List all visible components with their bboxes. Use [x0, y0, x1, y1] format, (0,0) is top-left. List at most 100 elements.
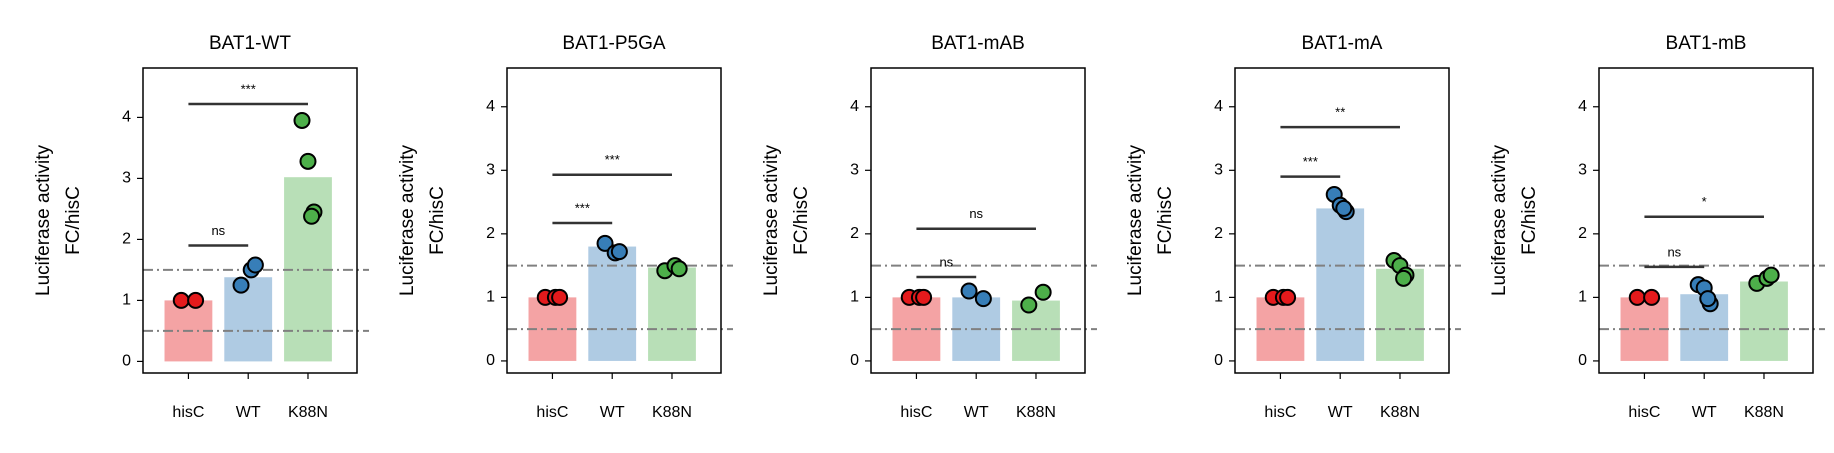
- significance-label: ns: [969, 206, 983, 221]
- y-axis-label: Luciferase activity: [761, 145, 782, 297]
- y-tick-label: 2: [122, 231, 131, 248]
- y-tick-label: 0: [122, 353, 131, 370]
- data-point: [1762, 266, 1780, 284]
- x-tick-label: WT: [600, 404, 625, 421]
- data-point: [915, 288, 933, 306]
- y-axis-label: FC/hisC: [427, 186, 448, 255]
- panel: BAT1-P5GA Luciferase activity FC/hisC 0 1 2 3 4…: [397, 33, 733, 421]
- y-tick-label: 2: [850, 225, 859, 242]
- bar: [648, 267, 696, 361]
- y-tick-label: 1: [850, 289, 859, 306]
- y-tick-label: 1: [1214, 289, 1223, 306]
- significance-label: ***: [1303, 154, 1318, 169]
- y-tick-label: 3: [486, 162, 495, 179]
- y-tick-label: 1: [122, 292, 131, 309]
- y-tick-label: 0: [1578, 352, 1587, 369]
- y-tick-label: 3: [122, 170, 131, 187]
- y-tick-label: 3: [1578, 162, 1587, 179]
- y-tick-label: 0: [486, 352, 495, 369]
- data-point: [1643, 288, 1661, 306]
- y-tick-label: 3: [850, 162, 859, 179]
- y-tick-label: 1: [1578, 289, 1587, 306]
- panel: BAT1-mAB Luciferase activity FC/hisC 0 1 2 3 4 h…: [761, 33, 1097, 421]
- y-axis-label: Luciferase activity: [1489, 145, 1510, 297]
- x-tick-label: hisC: [536, 404, 568, 421]
- panel-title: BAT1-mB: [1666, 33, 1747, 54]
- significance-label: ns: [939, 254, 953, 269]
- axes-frame: [870, 67, 1086, 374]
- x-tick-label: K88N: [1744, 404, 1784, 421]
- bar: [224, 277, 273, 362]
- significance-label: ***: [575, 200, 590, 215]
- data-point: [1628, 288, 1646, 306]
- significance-label: ns: [1667, 244, 1681, 259]
- data-point: [172, 291, 190, 309]
- x-tick-label: WT: [964, 404, 989, 421]
- y-axis-label: Luciferase activity: [1125, 145, 1146, 297]
- bar: [1316, 208, 1365, 361]
- panel: BAT1-mB Luciferase activity FC/hisC 0 1 2 3 4 hi…: [1489, 33, 1825, 421]
- data-point: [596, 234, 614, 252]
- y-axis-label: FC/hisC: [791, 186, 812, 255]
- significance-label: ns: [211, 223, 225, 238]
- y-tick-label: 1: [486, 289, 495, 306]
- bar: [1012, 300, 1060, 361]
- data-point: [1335, 199, 1353, 217]
- panel: BAT1-WT Luciferase activity FC/hisC 0 1 2 3 4 hi…: [33, 33, 369, 421]
- data-point: [551, 288, 569, 306]
- panel-title: BAT1-WT: [209, 33, 291, 54]
- y-tick-label: 4: [1578, 98, 1587, 115]
- y-axis-label: Luciferase activity: [397, 145, 418, 297]
- x-tick-label: hisC: [900, 404, 932, 421]
- data-point: [1279, 288, 1297, 306]
- panel-title: BAT1-mA: [1302, 33, 1383, 54]
- x-tick-label: hisC: [1264, 404, 1296, 421]
- y-axis-label: FC/hisC: [1155, 186, 1176, 255]
- y-tick-label: 4: [1214, 98, 1223, 115]
- x-tick-label: WT: [236, 404, 261, 421]
- y-tick-label: 4: [486, 98, 495, 115]
- data-point: [960, 282, 978, 300]
- panel-title: BAT1-mAB: [931, 33, 1025, 54]
- data-point: [1034, 283, 1052, 301]
- x-tick-label: K88N: [1016, 404, 1056, 421]
- y-tick-label: 2: [1214, 225, 1223, 242]
- data-point: [610, 243, 628, 261]
- x-tick-label: K88N: [288, 404, 328, 421]
- data-point: [293, 111, 311, 129]
- data-point: [1699, 290, 1717, 308]
- axes-frame: [1234, 67, 1450, 374]
- data-point: [187, 291, 205, 309]
- y-axis-label: Luciferase activity: [33, 145, 54, 297]
- y-axis-label: FC/hisC: [63, 186, 84, 255]
- y-tick-label: 4: [850, 98, 859, 115]
- x-tick-label: hisC: [172, 404, 204, 421]
- y-tick-label: 2: [1578, 225, 1587, 242]
- panel-title: BAT1-P5GA: [562, 33, 665, 54]
- data-point: [670, 260, 688, 278]
- axes-frame: [142, 67, 358, 374]
- data-point: [974, 290, 992, 308]
- x-tick-label: WT: [1328, 404, 1353, 421]
- significance-label: ***: [241, 81, 256, 96]
- data-point: [246, 256, 264, 274]
- x-tick-label: K88N: [1380, 404, 1420, 421]
- y-tick-label: 2: [486, 225, 495, 242]
- significance-label: *: [1702, 194, 1707, 209]
- axes-frame: [506, 67, 722, 374]
- significance-label: ***: [605, 152, 620, 167]
- panel: BAT1-mA Luciferase activity FC/hisC 0 1 2 3 4 hi…: [1125, 33, 1461, 421]
- data-point: [303, 207, 321, 225]
- bar: [588, 246, 637, 361]
- significance-label: **: [1335, 105, 1345, 120]
- data-point: [232, 276, 250, 294]
- x-tick-label: hisC: [1628, 404, 1660, 421]
- y-axis-label: FC/hisC: [1519, 186, 1540, 255]
- axes-frame: [1598, 67, 1814, 374]
- data-point: [299, 152, 317, 170]
- x-tick-label: K88N: [652, 404, 692, 421]
- y-tick-label: 0: [850, 352, 859, 369]
- data-point: [1395, 269, 1413, 287]
- y-tick-label: 0: [1214, 352, 1223, 369]
